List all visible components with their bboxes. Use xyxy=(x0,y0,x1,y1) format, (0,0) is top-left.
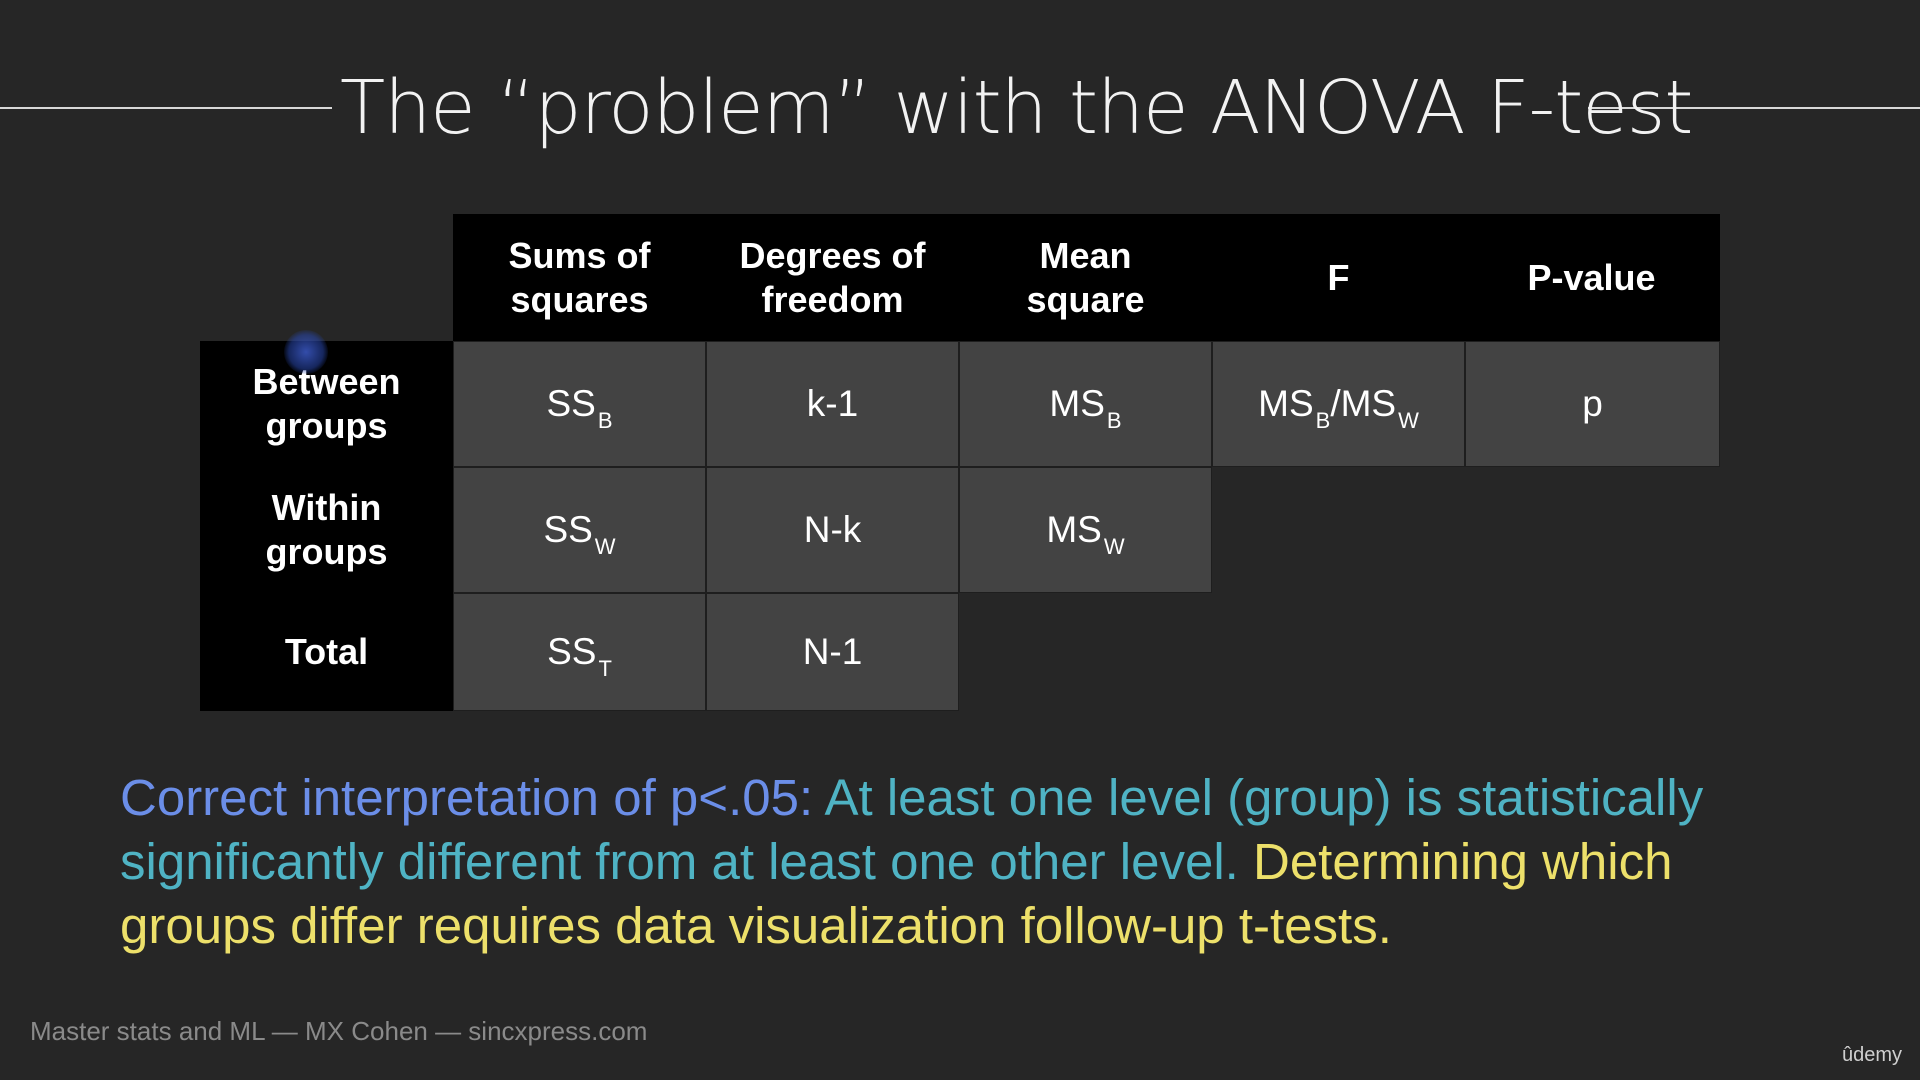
cell-base: MS xyxy=(1049,383,1105,424)
cell-base: SS xyxy=(546,383,596,424)
cell-subscript: W xyxy=(594,534,616,559)
slide-title: The “problem” with the ANOVA F-test xyxy=(340,65,1693,151)
title-rule-right xyxy=(1588,107,1920,109)
row-header-line: groups xyxy=(265,405,388,446)
row-header-line: Within xyxy=(271,487,382,528)
cell-ss-total: SST xyxy=(453,593,706,711)
cell-subscript: W xyxy=(1103,534,1125,559)
row-header-band xyxy=(200,341,453,711)
footer-credit: Master stats and ML — MX Cohen — sincxpr… xyxy=(30,1016,648,1046)
udemy-logo: ûdemy xyxy=(1842,1044,1903,1066)
cell-subscript: B xyxy=(1106,408,1122,433)
col-header-p-value: P-value xyxy=(1465,214,1718,341)
col-header-line: Mean xyxy=(1039,234,1132,276)
cell-base: MS xyxy=(1046,509,1102,550)
cell-subscript: T xyxy=(598,656,612,681)
title-rule-left xyxy=(0,107,332,109)
cell-base: /MS xyxy=(1330,383,1397,424)
interpretation-note: Correct interpretation of p<.05: At leas… xyxy=(120,766,1820,958)
col-header-line: Sums of xyxy=(508,234,651,276)
cell-subscript: W xyxy=(1398,408,1419,433)
column-header-band xyxy=(453,214,1720,341)
col-header-sums-of-squares: Sums of squares xyxy=(453,214,706,341)
cell-ms-within: MSW xyxy=(959,467,1212,593)
cell-base: MS xyxy=(1258,383,1314,424)
cell-df-total: N-1 xyxy=(706,593,959,711)
col-header-degrees-of-freedom: Degrees of freedom xyxy=(706,214,959,341)
col-header-mean-square: Mean square xyxy=(959,214,1212,341)
col-header-line: square xyxy=(1026,278,1145,320)
cell-f-ratio: MSB/MSW xyxy=(1212,341,1465,467)
row-header-line: Total xyxy=(284,631,369,672)
cell-text: p xyxy=(1582,383,1603,424)
col-header-line: F xyxy=(1327,256,1350,298)
cell-ss-within: SSW xyxy=(453,467,706,593)
cell-text: N-k xyxy=(803,509,862,550)
cell-p-value: p xyxy=(1465,341,1720,467)
col-header-f: F xyxy=(1212,214,1465,341)
col-header-line: P-value xyxy=(1527,256,1656,298)
cell-base: SS xyxy=(547,631,597,672)
cell-text: k-1 xyxy=(806,383,859,424)
cell-ms-between: MSB xyxy=(959,341,1212,467)
cell-text: N-1 xyxy=(802,631,863,672)
col-header-line: squares xyxy=(510,278,649,320)
row-header-line: groups xyxy=(265,531,388,572)
row-header-line: Between xyxy=(252,361,401,402)
cell-base: SS xyxy=(543,509,593,550)
col-header-line: freedom xyxy=(761,278,904,320)
cell-subscript: B xyxy=(597,408,613,433)
cell-subscript: B xyxy=(1315,408,1331,433)
cell-df-within: N-k xyxy=(706,467,959,593)
cell-df-between: k-1 xyxy=(706,341,959,467)
col-header-line: Degrees of xyxy=(739,234,926,276)
row-header-total: Total xyxy=(200,593,453,711)
note-statement: At least one level (group) is statistica… xyxy=(120,769,1704,890)
note-followup: Determining which groups differ requires… xyxy=(120,833,1673,954)
note-lead: Correct interpretation of p<.05: xyxy=(120,769,825,826)
cell-ss-between: SSB xyxy=(453,341,706,467)
row-header-between-groups: Between groups xyxy=(200,341,453,467)
anova-table: Sums of squares Degrees of freedom Mean squ… xyxy=(200,214,1720,711)
cursor-highlight xyxy=(284,330,328,374)
row-header-within-groups: Within groups xyxy=(200,467,453,593)
